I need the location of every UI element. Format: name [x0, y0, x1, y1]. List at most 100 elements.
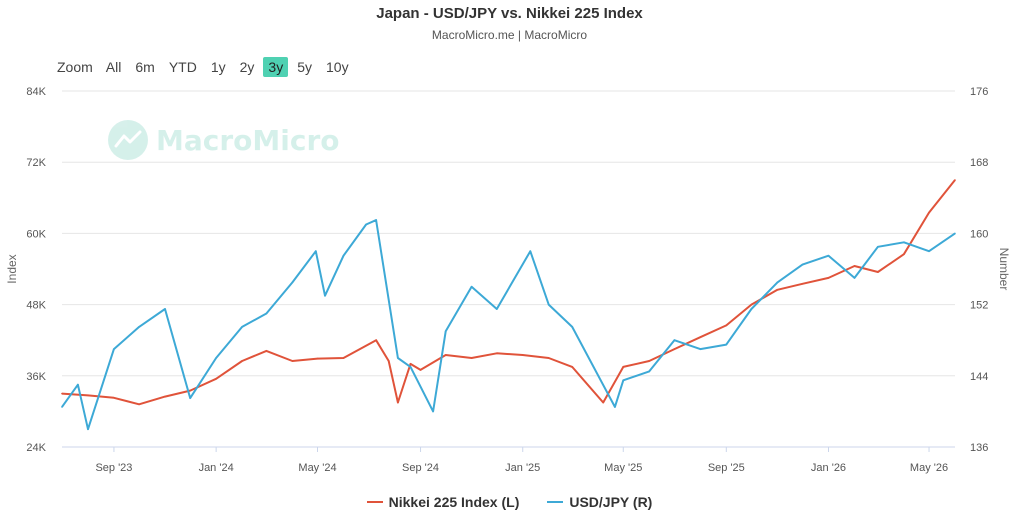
- left-tick-label: 84K: [26, 86, 46, 98]
- left-tick-label: 60K: [26, 228, 46, 240]
- legend-swatch-usdjpy: [547, 501, 564, 503]
- legend: Nikkei 225 Index (L) USD/JPY (R): [0, 494, 1019, 510]
- nikkei-point: [776, 288, 779, 291]
- nikkei-point: [470, 357, 473, 359]
- nikkei-point: [827, 277, 830, 279]
- x-tick-label: May '24: [298, 462, 336, 474]
- nikkei-point: [215, 377, 217, 380]
- usdjpy-point: [409, 366, 412, 368]
- usdjpy-point: [853, 277, 856, 279]
- zoom-bar: Zoom All 6m YTD 1y 2y 3y 5y 10y: [57, 56, 358, 78]
- zoom-6m-button[interactable]: 6m: [135, 59, 155, 75]
- x-tick-label: Sep '23: [95, 462, 132, 474]
- usdjpy-point: [648, 370, 651, 373]
- usdjpy-point: [444, 330, 447, 333]
- usdjpy-point: [138, 326, 140, 328]
- usdjpy-point: [673, 339, 676, 342]
- usdjpy-point: [928, 250, 930, 252]
- usdjpy-point: [87, 428, 89, 431]
- nikkei-point: [265, 350, 268, 352]
- usdjpy-point: [571, 326, 573, 328]
- x-tick-label: Sep '25: [708, 462, 745, 474]
- right-tick-label: 176: [970, 86, 988, 98]
- usdjpy-point: [529, 250, 532, 252]
- legend-label-nikkei: Nikkei 225 Index (L): [388, 494, 520, 510]
- usdjpy-point: [750, 308, 753, 310]
- usdjpy-point: [265, 312, 268, 315]
- left-axis: 24K 36K 48K 60K 72K 84K Index: [5, 86, 47, 454]
- usdjpy-point: [215, 357, 217, 359]
- watermark-text: MacroMicro: [156, 123, 340, 157]
- usdjpy-point: [622, 379, 625, 382]
- nikkei-point: [750, 303, 753, 306]
- zoom-5y-button[interactable]: 5y: [297, 59, 312, 75]
- nikkei-point: [444, 354, 447, 356]
- usdjpy-point: [699, 348, 702, 350]
- chart-subtitle: MacroMicro.me | MacroMicro: [431, 28, 588, 42]
- nikkei-point: [375, 339, 377, 342]
- zoom-10y-button[interactable]: 10y: [326, 59, 349, 75]
- x-tick-label: Jan '24: [199, 462, 234, 474]
- series-layer: [61, 179, 956, 431]
- zoom-ytd-button[interactable]: YTD: [168, 59, 197, 75]
- nikkei-point: [622, 366, 625, 368]
- zoom-2y-button[interactable]: 2y: [239, 59, 255, 75]
- nikkei-point: [409, 363, 412, 365]
- usdjpy-point: [61, 406, 63, 408]
- left-tick-label: 36K: [26, 371, 46, 383]
- usdjpy-point: [903, 241, 905, 244]
- usdjpy-point: [614, 406, 616, 408]
- usdjpy-point: [776, 281, 779, 284]
- nikkei-series-line: [61, 179, 956, 406]
- legend-item-nikkei[interactable]: Nikkei 225 Index (L): [366, 494, 520, 510]
- x-tick-label: Jan '25: [505, 462, 540, 474]
- left-tick-label: 48K: [26, 300, 46, 312]
- nikkei-point: [113, 396, 115, 399]
- nikkei-point: [602, 401, 604, 404]
- legend-item-usdjpy[interactable]: USD/JPY (R): [547, 494, 652, 510]
- nikkei-point: [291, 360, 294, 362]
- zoom-1y-button[interactable]: 1y: [210, 59, 226, 75]
- usdjpy-point: [725, 343, 728, 346]
- usdjpy-point: [291, 281, 294, 284]
- left-tick-label: 24K: [26, 442, 46, 454]
- nikkei-point: [954, 179, 956, 181]
- usdjpy-point: [877, 245, 879, 248]
- nikkei-point: [725, 324, 728, 327]
- usdjpy-point: [432, 410, 434, 413]
- nikkei-point: [138, 403, 140, 406]
- usdjpy-point: [324, 294, 326, 297]
- x-tick-label: Jan '26: [811, 462, 846, 474]
- zoom-3y-button[interactable]: 3y: [263, 57, 289, 77]
- nikkei-point: [189, 389, 191, 392]
- usdjpy-point: [241, 326, 243, 328]
- usdjpy-point: [189, 397, 191, 399]
- nikkei-point: [387, 360, 390, 362]
- zoom-all-button[interactable]: All: [105, 59, 122, 75]
- nikkei-point: [903, 253, 905, 255]
- usdjpy-point: [954, 232, 956, 235]
- usdjpy-point: [113, 348, 115, 350]
- nikkei-point: [61, 392, 63, 395]
- nikkei-point: [342, 357, 345, 359]
- usdjpy-series-line: [61, 219, 956, 431]
- usdjpy-point: [342, 254, 345, 257]
- chart-title: Japan - USD/JPY vs. Nikkei 225 Index: [376, 5, 643, 22]
- nikkei-point: [699, 336, 702, 339]
- zoom-label: Zoom: [57, 59, 93, 75]
- right-tick-label: 144: [970, 371, 988, 383]
- usdjpy-point: [470, 286, 473, 288]
- macromicro-logo-icon: [108, 120, 148, 160]
- right-axis-title: Number: [997, 248, 1011, 291]
- nikkei-point: [571, 366, 573, 368]
- nikkei-point: [397, 401, 399, 404]
- macromicro-watermark: MacroMicro: [108, 120, 340, 160]
- nikkei-point: [164, 395, 166, 398]
- nikkei-point: [547, 357, 550, 359]
- usdjpy-point: [164, 308, 166, 310]
- nikkei-point: [853, 265, 856, 267]
- usdjpy-point: [827, 254, 830, 257]
- usdjpy-point: [77, 383, 79, 386]
- usdjpy-point: [801, 263, 804, 266]
